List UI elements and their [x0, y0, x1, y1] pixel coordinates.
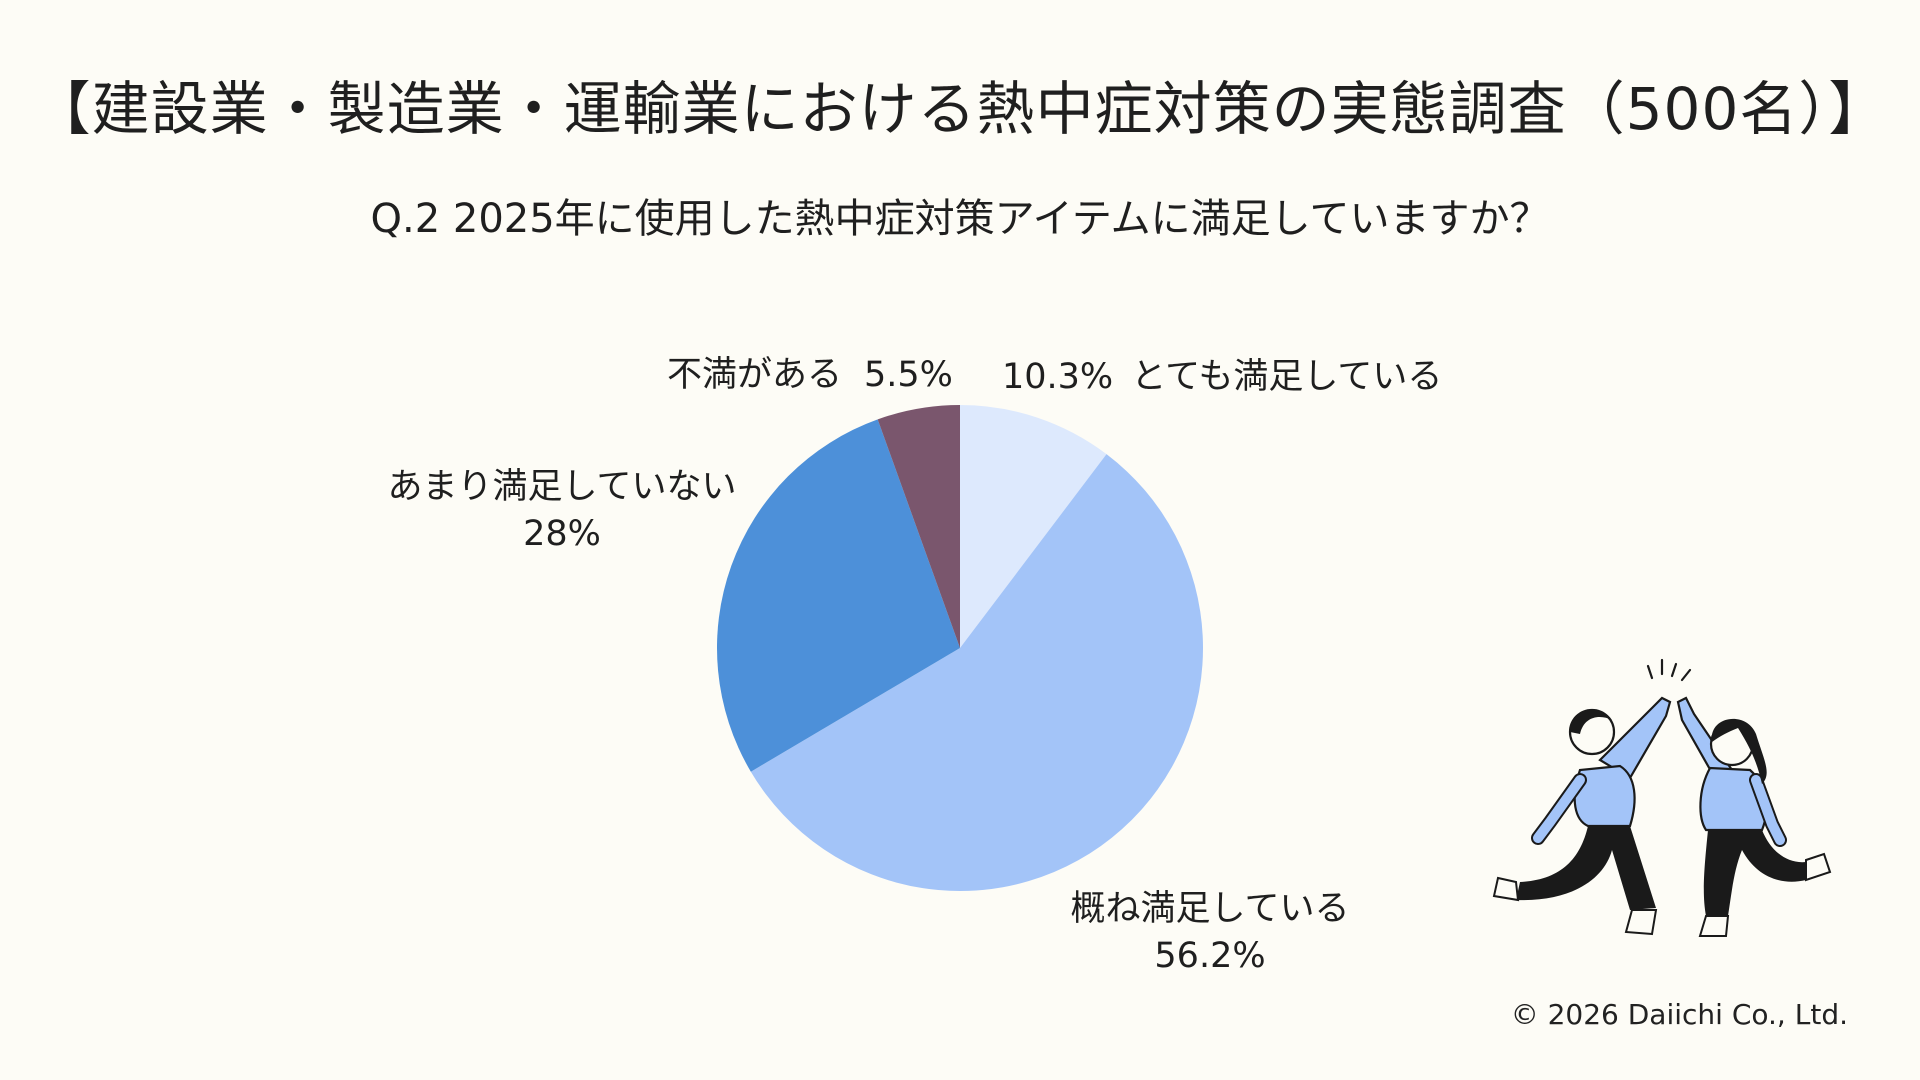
chart-title: 【建設業・製造業・運輸業における熱中症対策の実態調査（500名）】 [32, 75, 1888, 143]
slice-dissatisfied [877, 405, 960, 648]
label-very-satisfied-name: とても満足している [1131, 357, 1442, 397]
slice-mostly-satisfied [750, 454, 1203, 892]
slice-very-satisfied [960, 405, 1107, 648]
pie-slices [717, 405, 1203, 892]
high-five-illustration [1492, 658, 1832, 937]
slice-not-very-satisfied [717, 419, 960, 772]
label-very-satisfied: 10.3% とても満足している [1002, 357, 1442, 397]
chart-subtitle: Q.2 2025年に使用した熱中症対策アイテムに満足していますか？ [370, 196, 1550, 242]
label-very-satisfied-value: 10.3% [1002, 357, 1113, 397]
label-dissatisfied-value: 5.5% [864, 355, 953, 395]
label-mostly-satisfied-name: 概ね満足している [1071, 889, 1350, 929]
label-not-very-satisfied-name: あまり満足していない [388, 467, 737, 507]
person-left-icon [1492, 696, 1672, 936]
sparkle-icon [1646, 664, 1654, 680]
person-right-icon [1676, 696, 1832, 937]
label-mostly-satisfied-value: 56.2% [1154, 936, 1265, 976]
label-dissatisfied: 不満がある 5.5% [667, 355, 953, 395]
label-not-very-satisfied-value: 28% [523, 514, 601, 554]
copyright-notice: © 2026 Daiichi Co., Ltd. [1510, 998, 1848, 1031]
label-dissatisfied-name: 不満がある [667, 355, 842, 395]
